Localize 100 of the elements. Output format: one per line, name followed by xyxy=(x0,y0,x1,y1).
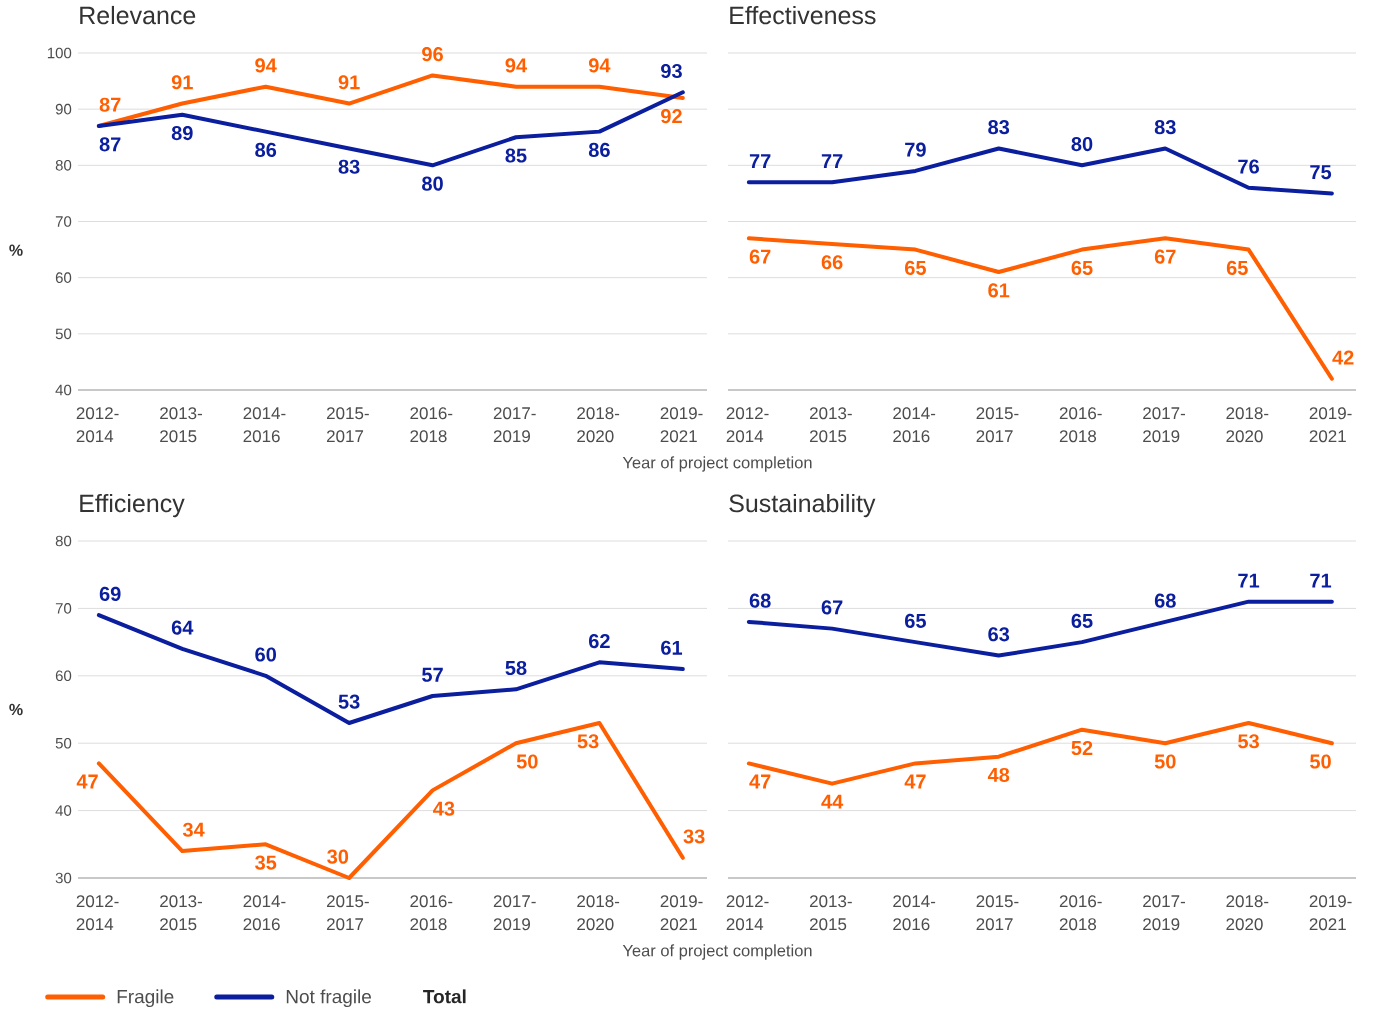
y-axis-title: % xyxy=(9,244,23,256)
chart-title: Relevance xyxy=(80,5,196,25)
y-tick-label: 80 xyxy=(55,160,72,171)
data-label: 71 xyxy=(1310,573,1332,588)
data-label: 34 xyxy=(182,822,205,837)
data-label: 93 xyxy=(661,63,682,79)
y-axis-title: % xyxy=(9,703,23,716)
x-tick-label: 2019-2021 xyxy=(1309,895,1352,931)
data-label: 91 xyxy=(338,75,360,90)
data-label: 86 xyxy=(588,142,610,157)
data-label: 62 xyxy=(589,633,610,649)
y-tick-label: 70 xyxy=(55,603,72,614)
text: Total xyxy=(423,989,466,1004)
y-tick-label: 100 xyxy=(47,47,72,59)
data-label: 43 xyxy=(433,801,455,816)
data-label: 77 xyxy=(749,154,771,168)
data-label: 61 xyxy=(988,283,1010,298)
data-label: 96 xyxy=(422,47,443,62)
data-label: 68 xyxy=(1154,593,1176,608)
data-label: 44 xyxy=(821,794,844,809)
data-label: 52 xyxy=(1071,740,1093,756)
x-tick-label: 2012-2014 xyxy=(726,895,769,931)
data-label: 30 xyxy=(327,849,349,864)
chart-title: Efficiency xyxy=(80,493,185,518)
data-label: 47 xyxy=(904,774,926,789)
data-label: 61 xyxy=(661,640,683,655)
chart-title: Sustainability xyxy=(729,493,876,518)
data-label: 87 xyxy=(99,137,121,152)
data-label: 83 xyxy=(1154,120,1176,135)
chart-title: Effectiveness xyxy=(730,5,876,25)
data-label: 83 xyxy=(988,120,1010,135)
data-label: 35 xyxy=(255,855,277,870)
x-tick-label: 2013-2015 xyxy=(809,895,852,931)
data-label: 75 xyxy=(1310,165,1332,180)
x-tick-label: 2015-2017 xyxy=(976,407,1019,443)
data-label: 65 xyxy=(1071,260,1093,275)
data-label: 65 xyxy=(1226,260,1248,275)
y-tick-label: 30 xyxy=(55,872,72,884)
data-label: 47 xyxy=(749,774,771,789)
x-tick-label: 2016-2018 xyxy=(1059,895,1102,931)
data-label: 60 xyxy=(255,647,276,662)
data-label: 65 xyxy=(1071,613,1093,628)
data-label: 69 xyxy=(99,586,121,601)
x-tick-label: 2015-2017 xyxy=(326,407,369,443)
data-label: 65 xyxy=(905,613,926,628)
y-tick-label: 60 xyxy=(55,670,72,682)
data-label: 71 xyxy=(1238,573,1260,588)
data-label: 57 xyxy=(422,667,443,682)
data-label: 94 xyxy=(255,58,277,73)
data-label: 33 xyxy=(683,829,705,844)
data-label: 64 xyxy=(171,620,194,635)
x-tick-label: 2019-2021 xyxy=(660,407,703,443)
x-tick-label: 2017-2019 xyxy=(493,895,536,931)
x-tick-label: 2014-2016 xyxy=(893,895,936,931)
data-label: 42 xyxy=(1332,350,1354,365)
y-tick-label: 80 xyxy=(55,535,72,547)
x-tick-label: 2016-2018 xyxy=(410,895,453,931)
legend-label: Fragile xyxy=(117,989,174,1008)
x-tick-label: 2018-2020 xyxy=(577,895,620,931)
data-label: 53 xyxy=(577,734,599,749)
data-label: 67 xyxy=(1154,249,1176,264)
x-tick-label: 2018-2020 xyxy=(1226,407,1269,443)
line-series xyxy=(96,720,685,880)
x-tick-label: 2017-2019 xyxy=(1143,407,1185,443)
x-tick-label: 2019-2021 xyxy=(660,895,703,931)
x-axis-title: Year of project completion xyxy=(622,944,812,960)
data-label: 92 xyxy=(661,109,682,124)
x-tick-label: 2013-2015 xyxy=(160,895,202,931)
x-tick-label: 2014-2016 xyxy=(243,895,286,931)
x-tick-label: 2013-2015 xyxy=(809,407,852,443)
x-tick-label: 2019-2021 xyxy=(1309,407,1352,443)
x-tick-label: 2015-2017 xyxy=(326,895,369,931)
data-label: 47 xyxy=(76,774,98,789)
x-tick-label: 2014-2016 xyxy=(893,407,936,443)
line-series xyxy=(96,613,685,725)
data-label: 67 xyxy=(749,249,771,264)
x-tick-label: 2012-2014 xyxy=(726,407,769,443)
x-tick-label: 2014-2016 xyxy=(243,407,286,443)
x-tick-label: 2012-2014 xyxy=(76,895,119,931)
y-tick-label: 50 xyxy=(55,328,72,340)
data-label: 79 xyxy=(905,142,926,157)
x-tick-label: 2017-2019 xyxy=(1143,895,1185,931)
data-label: 50 xyxy=(516,754,538,769)
y-tick-label: 40 xyxy=(55,805,72,816)
x-tick-label: 2017-2019 xyxy=(493,407,536,443)
data-label: 53 xyxy=(338,694,360,709)
data-label: 94 xyxy=(588,58,611,73)
data-label: 85 xyxy=(505,148,527,163)
data-label: 86 xyxy=(255,142,277,157)
data-label: 83 xyxy=(338,159,360,174)
legend-label: Not fragile xyxy=(286,989,371,1008)
data-label: 89 xyxy=(171,125,193,141)
data-label: 94 xyxy=(505,58,527,73)
y-tick-label: 40 xyxy=(55,384,72,396)
y-tick-label: 90 xyxy=(55,103,72,115)
x-tick-label: 2016-2018 xyxy=(410,407,453,443)
x-tick-label: 2016-2018 xyxy=(1059,407,1102,443)
data-label: 66 xyxy=(821,255,843,270)
data-label: 77 xyxy=(821,154,843,168)
data-label: 48 xyxy=(987,767,1010,783)
